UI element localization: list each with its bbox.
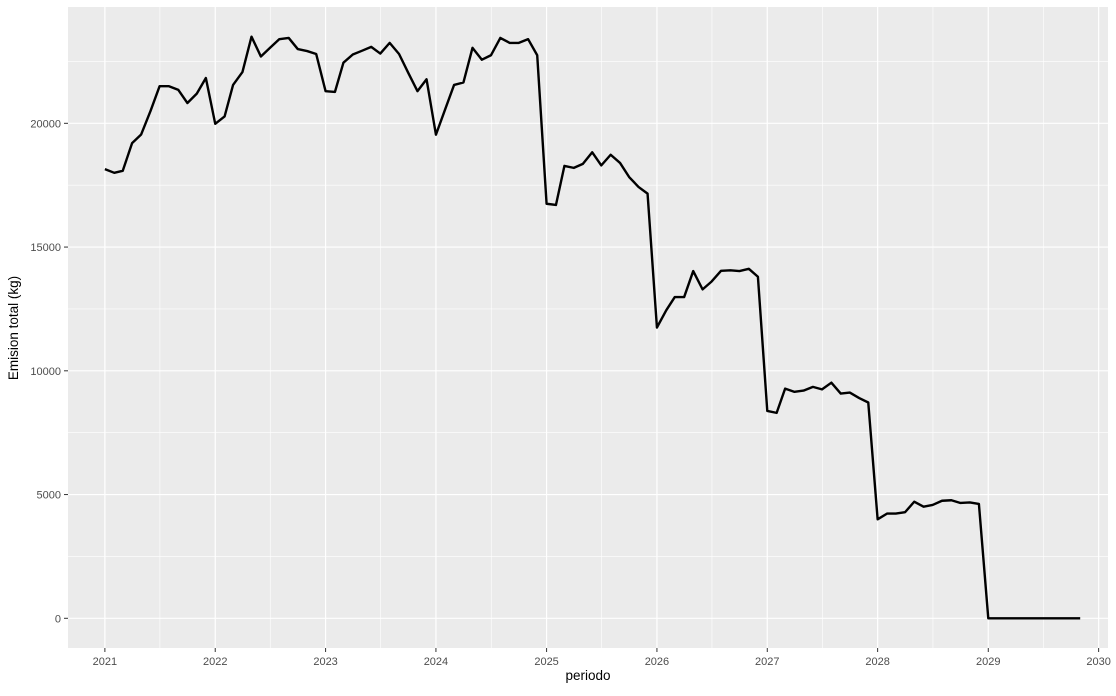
x-tick-label: 2027 [755,656,779,668]
x-axis-title: periodo [565,668,610,683]
x-tick-label: 2021 [93,656,117,668]
y-axis-title: Emision total (kg) [6,276,21,380]
x-axis-ticks: 2021 2022 2023 2024 2025 2026 2027 2028 2029 2030 [93,648,1111,668]
y-tick-label: 5000 [37,490,61,502]
series-line [104,35,1081,620]
y-tick-label: 15000 [30,242,61,254]
major-gridlines [68,7,1108,648]
y-axis-ticks: 0 5000 10000 15000 20000 [30,118,68,625]
y-tick-label: 20000 [30,118,61,130]
x-tick-label: 2029 [976,656,1000,668]
x-tick-label: 2024 [424,656,448,668]
x-tick-label: 2030 [1086,656,1110,668]
minor-gridlines [68,7,1108,648]
plot-panel [68,7,1108,648]
x-tick-label: 2028 [865,656,889,668]
x-tick-label: 2025 [534,656,558,668]
x-tick-label: 2026 [645,656,669,668]
y-tick-label: 0 [55,613,61,625]
x-tick-label: 2022 [203,656,227,668]
x-tick-label: 2023 [313,656,337,668]
y-tick-label: 10000 [30,366,61,378]
